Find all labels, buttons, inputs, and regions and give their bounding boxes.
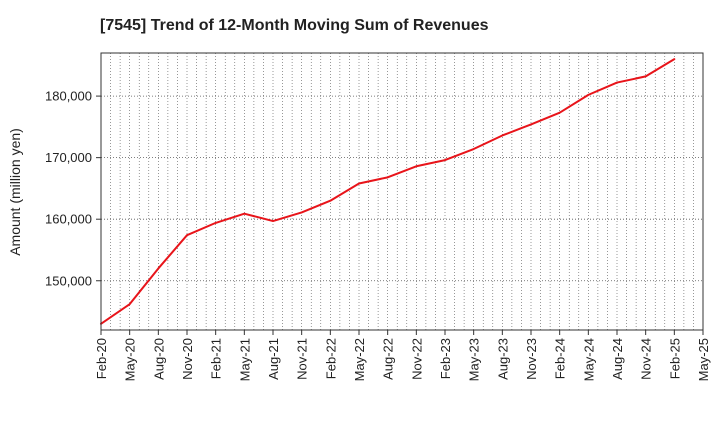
x-tick-label: Feb-24 bbox=[553, 338, 568, 379]
y-axis-label: Amount (million yen) bbox=[7, 128, 23, 256]
x-tick-label: Feb-23 bbox=[438, 338, 453, 379]
x-ticks: Feb-20 May-20 Aug-20 Nov-20 Feb-21 May-21 Aug-… bbox=[94, 330, 711, 381]
x-tick-label: May-25 bbox=[696, 338, 711, 381]
grid bbox=[101, 53, 703, 330]
y-tick-label: 150,000 bbox=[45, 273, 92, 288]
x-tick-label: Feb-22 bbox=[323, 338, 338, 379]
y-tick-label: 160,000 bbox=[45, 212, 92, 227]
x-tick-label: Aug-24 bbox=[610, 338, 625, 380]
x-tick-label: Feb-20 bbox=[94, 338, 109, 379]
y-ticks: 150,000 160,000 170,000 180,000 bbox=[45, 89, 101, 288]
x-tick-label: Nov-24 bbox=[639, 338, 654, 380]
x-tick-label: May-23 bbox=[467, 338, 482, 381]
x-tick-label: Aug-20 bbox=[151, 338, 166, 380]
y-tick-label: 180,000 bbox=[45, 89, 92, 104]
plot-frame bbox=[100, 52, 704, 331]
x-tick-label: Aug-22 bbox=[381, 338, 396, 380]
x-tick-label: Nov-20 bbox=[180, 338, 195, 380]
x-tick-label: Nov-23 bbox=[524, 338, 539, 380]
x-tick-label: Aug-23 bbox=[495, 338, 510, 380]
series-line bbox=[100, 58, 676, 325]
x-tick-label: Nov-22 bbox=[409, 338, 424, 380]
x-tick-label: Feb-21 bbox=[209, 338, 224, 379]
x-tick-label: Aug-21 bbox=[266, 338, 281, 380]
x-tick-label: Feb-25 bbox=[667, 338, 682, 379]
x-tick-label: May-20 bbox=[123, 338, 138, 381]
x-tick-label: Nov-21 bbox=[295, 338, 310, 380]
chart-title: [7545] Trend of 12-Month Moving Sum of R… bbox=[100, 17, 489, 34]
x-tick-label: May-24 bbox=[581, 338, 596, 381]
series-layer bbox=[100, 58, 676, 325]
y-tick-label: 170,000 bbox=[45, 150, 92, 165]
x-tick-label: May-21 bbox=[237, 338, 252, 381]
x-tick-label: May-22 bbox=[352, 338, 367, 381]
